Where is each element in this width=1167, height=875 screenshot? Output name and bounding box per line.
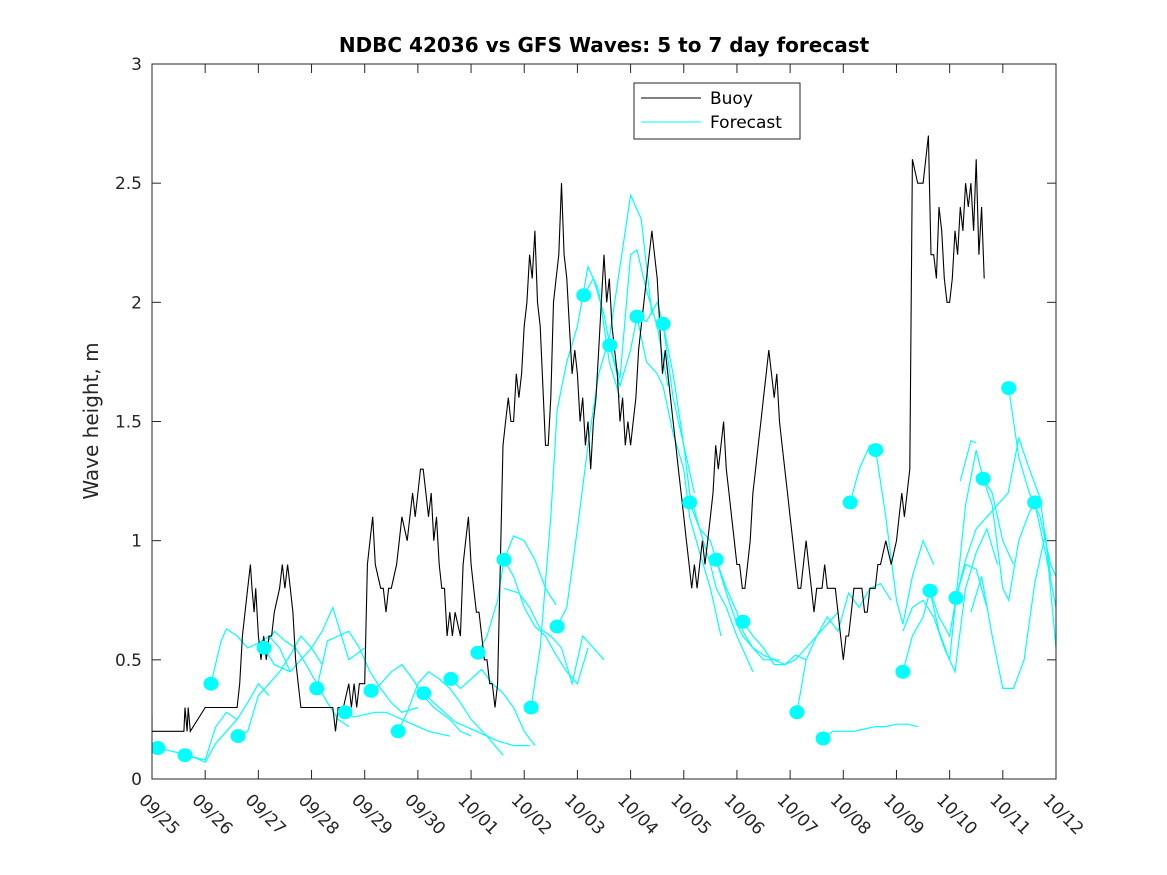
forecast-line-23 xyxy=(742,611,839,666)
forecast-line-26 xyxy=(849,444,935,625)
forecast-marker-28 xyxy=(948,590,964,605)
legend-box xyxy=(633,82,801,140)
forecast-marker-8 xyxy=(390,724,406,739)
legend-forecast-label: Forecast xyxy=(710,113,782,133)
forecast-marker-3 xyxy=(230,729,246,744)
legend: Buoy Forecast xyxy=(633,82,801,140)
forecast-marker-27 xyxy=(922,583,938,598)
y-tick-label: 3 xyxy=(131,55,142,75)
forecast-line-2 xyxy=(210,628,291,684)
forecast-marker-21 xyxy=(735,614,751,629)
forecast-line-34 xyxy=(959,439,977,482)
forecast-line-3 xyxy=(237,634,323,737)
y-tick-label: 2.5 xyxy=(115,174,142,194)
forecast-line-1 xyxy=(184,682,270,764)
forecast-line-20 xyxy=(662,323,754,673)
forecast-marker-22 xyxy=(789,705,805,720)
forecast-line-30 xyxy=(955,435,1052,599)
forecast-line-18 xyxy=(609,300,695,494)
forecast-marker-31 xyxy=(1027,495,1043,510)
forecast-marker-11 xyxy=(470,645,486,660)
forecast-line-28 xyxy=(902,527,999,674)
forecast-line-29 xyxy=(929,449,1015,638)
forecast-marker-0 xyxy=(152,741,166,755)
forecast-line-19 xyxy=(636,316,722,637)
y-axis-label: Wave height, m xyxy=(79,342,103,499)
forecast-marker-15 xyxy=(576,288,592,303)
forecast-line-8 xyxy=(370,663,472,737)
forecast-line-21 xyxy=(689,502,780,661)
forecast-marker-14 xyxy=(549,619,565,634)
forecast-marker-10 xyxy=(443,671,459,686)
forecast-marker-1 xyxy=(177,748,193,763)
forecast-marker-20 xyxy=(708,552,724,567)
y-tick-label: 0 xyxy=(131,770,142,790)
chart-title: NDBC 42036 vs GFS Waves: 5 to 7 day fore… xyxy=(339,33,870,57)
forecast-line-9 xyxy=(397,671,504,756)
y-tick-label: 0.5 xyxy=(115,651,142,671)
forecast-line-16 xyxy=(556,192,653,627)
y-tick-label: 1.5 xyxy=(115,413,142,433)
forecast-line-13 xyxy=(503,559,589,685)
forecast-line-31 xyxy=(982,478,1056,608)
series-layer xyxy=(152,135,1056,764)
forecast-marker-13 xyxy=(523,700,539,715)
forecast-line-10 xyxy=(423,692,530,747)
forecast-marker-26 xyxy=(895,664,911,679)
forecast-marker-7 xyxy=(363,683,379,698)
forecast-line-25 xyxy=(822,723,918,739)
forecast-marker-4 xyxy=(256,640,272,655)
forecast-marker-2 xyxy=(203,676,219,691)
forecast-marker-12 xyxy=(496,552,512,567)
buoy-line xyxy=(152,135,985,733)
forecast-line-7 xyxy=(344,711,450,737)
forecast-marker-25 xyxy=(868,443,884,458)
forecast-line-15 xyxy=(530,264,621,708)
forecast-marker-5 xyxy=(309,681,325,696)
forecast-line-33 xyxy=(970,533,1056,690)
y-tick-label: 1 xyxy=(131,532,142,552)
forecast-line-17 xyxy=(583,248,669,386)
forecast-marker-24 xyxy=(842,495,858,510)
forecast-marker-17 xyxy=(629,309,645,324)
forecast-marker-6 xyxy=(337,705,353,720)
forecast-line-5 xyxy=(263,605,366,673)
y-tick-label: 2 xyxy=(131,293,142,313)
plot-area xyxy=(152,64,1056,779)
forecast-marker-23 xyxy=(815,731,831,746)
forecast-marker-18 xyxy=(655,316,671,331)
forecast-marker-16 xyxy=(602,338,618,353)
forecast-line-27 xyxy=(902,563,988,672)
forecast-line-4 xyxy=(263,630,350,728)
legend-buoy-label: Buoy xyxy=(710,89,753,109)
forecast-marker-30 xyxy=(1001,381,1017,396)
forecast-marker-19 xyxy=(682,495,698,510)
forecast-line-14 xyxy=(503,587,605,687)
forecast-line-22 xyxy=(715,559,807,666)
forecast-marker-9 xyxy=(416,686,432,701)
forecast-marker-29 xyxy=(975,471,991,486)
forecast-line-12 xyxy=(477,535,557,653)
